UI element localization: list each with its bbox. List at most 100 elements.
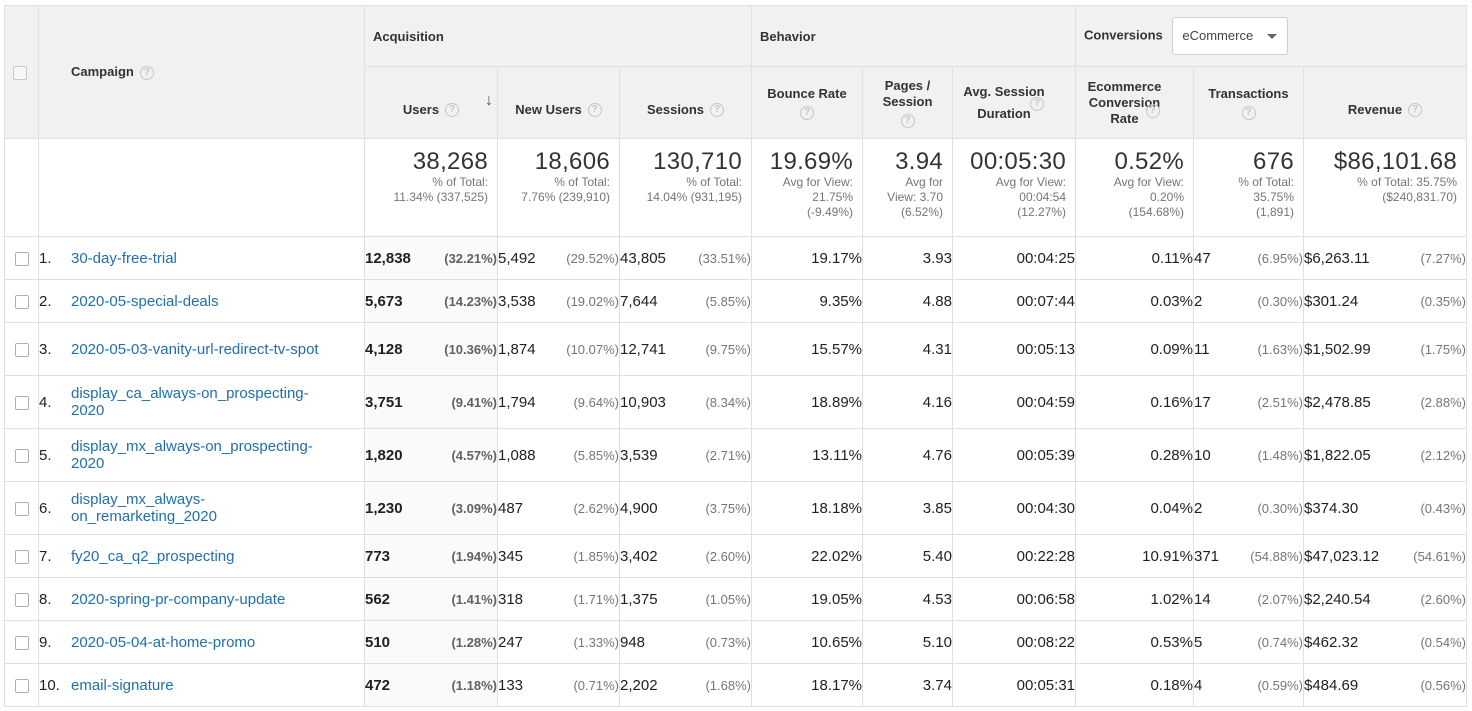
total-new-users: 18,606 % of Total: 7.76% (239,910) bbox=[497, 138, 620, 237]
transactions-value: 17 bbox=[1194, 393, 1211, 411]
row-checkbox-cell bbox=[4, 620, 39, 664]
select-all-cell bbox=[4, 5, 39, 139]
new-users-value: 1,874 bbox=[498, 340, 536, 358]
table-row: 10. email-signature 472 (1.18%) 133 (0.71%) 2,… bbox=[4, 663, 1467, 707]
avg-session-duration-cell: 00:05:31 bbox=[952, 663, 1076, 707]
campaign-rows: 1. 30-day-free-trial 12,838 (32.21%) 5,492 (2… bbox=[4, 236, 1467, 707]
users-percent: (4.57%) bbox=[451, 447, 497, 463]
bounce-rate-cell: 10.65% bbox=[751, 620, 863, 664]
users-cell: 12,838 (32.21%) bbox=[364, 236, 498, 280]
help-icon[interactable]: ? bbox=[1241, 105, 1256, 120]
campaign-link[interactable]: display_ca_always-on_prospecting-2020 bbox=[71, 385, 309, 419]
campaign-link[interactable]: display_mx_always-on_remarketing_2020 bbox=[71, 491, 217, 525]
help-icon[interactable]: ? bbox=[1030, 97, 1044, 112]
users-percent: (1.18%) bbox=[451, 677, 497, 693]
ecommerce-conversion-rate-cell: 0.04% bbox=[1075, 481, 1194, 535]
transactions-percent: (2.07%) bbox=[1257, 591, 1303, 607]
new-users-percent: (0.71%) bbox=[573, 677, 619, 693]
ecommerce-conversion-rate-cell: 0.09% bbox=[1075, 322, 1194, 376]
conversions-type-dropdown[interactable]: eCommerce bbox=[1172, 17, 1289, 55]
revenue-percent: (2.60%) bbox=[1420, 591, 1466, 607]
bounce-rate-column-header[interactable]: Bounce Rate? bbox=[751, 66, 863, 139]
revenue-percent: (2.88%) bbox=[1420, 394, 1466, 410]
sessions-percent: (3.75%) bbox=[705, 500, 751, 516]
revenue-percent: (0.54%) bbox=[1420, 634, 1466, 650]
table-row: 6. display_mx_always-on_remarketing_2020 1… bbox=[4, 481, 1467, 535]
sort-descending-icon[interactable]: ↓ bbox=[485, 92, 493, 109]
campaign-header-label: Campaign bbox=[71, 64, 134, 80]
campaign-cell: 2. 2020-05-special-deals bbox=[38, 279, 365, 323]
transactions-percent: (2.51%) bbox=[1257, 394, 1303, 410]
transactions-column-header[interactable]: Transactions? bbox=[1193, 66, 1304, 139]
row-checkbox[interactable] bbox=[14, 678, 29, 693]
bounce-rate-cell: 19.17% bbox=[751, 236, 863, 280]
row-checkbox[interactable] bbox=[14, 251, 29, 266]
campaign-link[interactable]: fy20_ca_q2_prospecting bbox=[71, 547, 235, 565]
campaign-link[interactable]: 2020-spring-pr-company-update bbox=[71, 590, 286, 608]
transactions-percent: (1.48%) bbox=[1257, 447, 1303, 463]
help-icon[interactable]: ? bbox=[800, 105, 814, 120]
revenue-column-header[interactable]: Revenue? bbox=[1303, 66, 1467, 139]
avg-session-duration-column-header[interactable]: Avg. Session Duration? bbox=[952, 66, 1076, 139]
users-value: 1,820 bbox=[365, 446, 403, 464]
help-icon[interactable]: ? bbox=[587, 103, 602, 118]
campaign-link[interactable]: 30-day-free-trial bbox=[71, 249, 177, 267]
transactions-value: 2 bbox=[1194, 499, 1203, 517]
row-checkbox[interactable] bbox=[14, 549, 29, 564]
revenue-value: $462.32 bbox=[1304, 633, 1359, 651]
row-checkbox[interactable] bbox=[14, 395, 29, 410]
pages-session-column-header[interactable]: Pages / Session? bbox=[862, 66, 953, 139]
help-icon[interactable]: ? bbox=[710, 103, 725, 118]
row-checkbox[interactable] bbox=[14, 592, 29, 607]
sessions-value: 3,539 bbox=[620, 446, 658, 464]
campaign-column-header[interactable]: Campaign? bbox=[38, 5, 365, 139]
campaign-link[interactable]: 2020-05-03-vanity-url-redirect-tv-spot bbox=[71, 340, 319, 358]
help-icon[interactable]: ? bbox=[445, 103, 460, 118]
new-users-column-header[interactable]: New Users? bbox=[497, 66, 620, 139]
pages-session-cell: 4.76 bbox=[862, 428, 953, 482]
revenue-cell: $1,502.99 (1.75%) bbox=[1303, 322, 1467, 376]
new-users-value: 247 bbox=[498, 633, 524, 651]
transactions-percent: (6.95%) bbox=[1257, 250, 1303, 266]
row-checkbox[interactable] bbox=[14, 294, 29, 309]
row-rank: 9. bbox=[39, 633, 52, 651]
row-checkbox[interactable] bbox=[14, 501, 29, 516]
sessions-percent: (0.73%) bbox=[705, 634, 751, 650]
pages-session-cell: 3.93 bbox=[862, 236, 953, 280]
campaign-link[interactable]: 2020-05-04-at-home-promo bbox=[71, 633, 256, 651]
campaign-link[interactable]: email-signature bbox=[71, 676, 174, 694]
users-value: 5,673 bbox=[365, 292, 403, 310]
transactions-cell: 5 (0.74%) bbox=[1193, 620, 1304, 664]
select-all-checkbox[interactable] bbox=[13, 65, 27, 80]
row-rank: 4. bbox=[39, 393, 52, 411]
new-users-value: 133 bbox=[498, 676, 524, 694]
campaign-cell: 3. 2020-05-03-vanity-url-redirect-tv-spot bbox=[38, 322, 365, 376]
help-icon[interactable]: ? bbox=[1145, 104, 1160, 119]
transactions-cell: 17 (2.51%) bbox=[1193, 375, 1304, 429]
row-checkbox-cell bbox=[4, 534, 39, 578]
bounce-rate-cell: 9.35% bbox=[751, 279, 863, 323]
row-checkbox[interactable] bbox=[14, 635, 29, 650]
campaign-link[interactable]: 2020-05-special-deals bbox=[71, 292, 219, 310]
transactions-value: 2 bbox=[1194, 292, 1203, 310]
transactions-cell: 4 (0.59%) bbox=[1193, 663, 1304, 707]
row-checkbox[interactable] bbox=[14, 342, 29, 357]
new-users-percent: (9.64%) bbox=[573, 394, 619, 410]
totals-empty-cell bbox=[4, 138, 39, 237]
revenue-value: $6,263.11 bbox=[1304, 249, 1370, 267]
sessions-column-header[interactable]: Sessions? bbox=[619, 66, 752, 139]
row-checkbox[interactable] bbox=[14, 448, 29, 463]
help-icon[interactable]: ? bbox=[900, 113, 915, 128]
campaign-link[interactable]: display_mx_always-on_prospecting-2020 bbox=[71, 438, 313, 472]
sessions-value: 2,202 bbox=[620, 676, 658, 694]
users-column-header[interactable]: Users? ↓ bbox=[364, 66, 498, 139]
revenue-percent: (7.27%) bbox=[1420, 250, 1466, 266]
sessions-cell: 4,900 (3.75%) bbox=[619, 481, 752, 535]
transactions-cell: 10 (1.48%) bbox=[1193, 428, 1304, 482]
help-icon[interactable]: ? bbox=[139, 65, 154, 80]
total-revenue: $86,101.68 % of Total: 35.75% ($240,831.… bbox=[1303, 138, 1467, 237]
avg-session-duration-cell: 00:06:58 bbox=[952, 577, 1076, 621]
help-icon[interactable]: ? bbox=[1408, 103, 1423, 118]
ecommerce-conversion-rate-cell: 0.53% bbox=[1075, 620, 1194, 664]
ecommerce-conversion-rate-column-header[interactable]: Ecommerce Conversion Rate? bbox=[1075, 66, 1194, 139]
